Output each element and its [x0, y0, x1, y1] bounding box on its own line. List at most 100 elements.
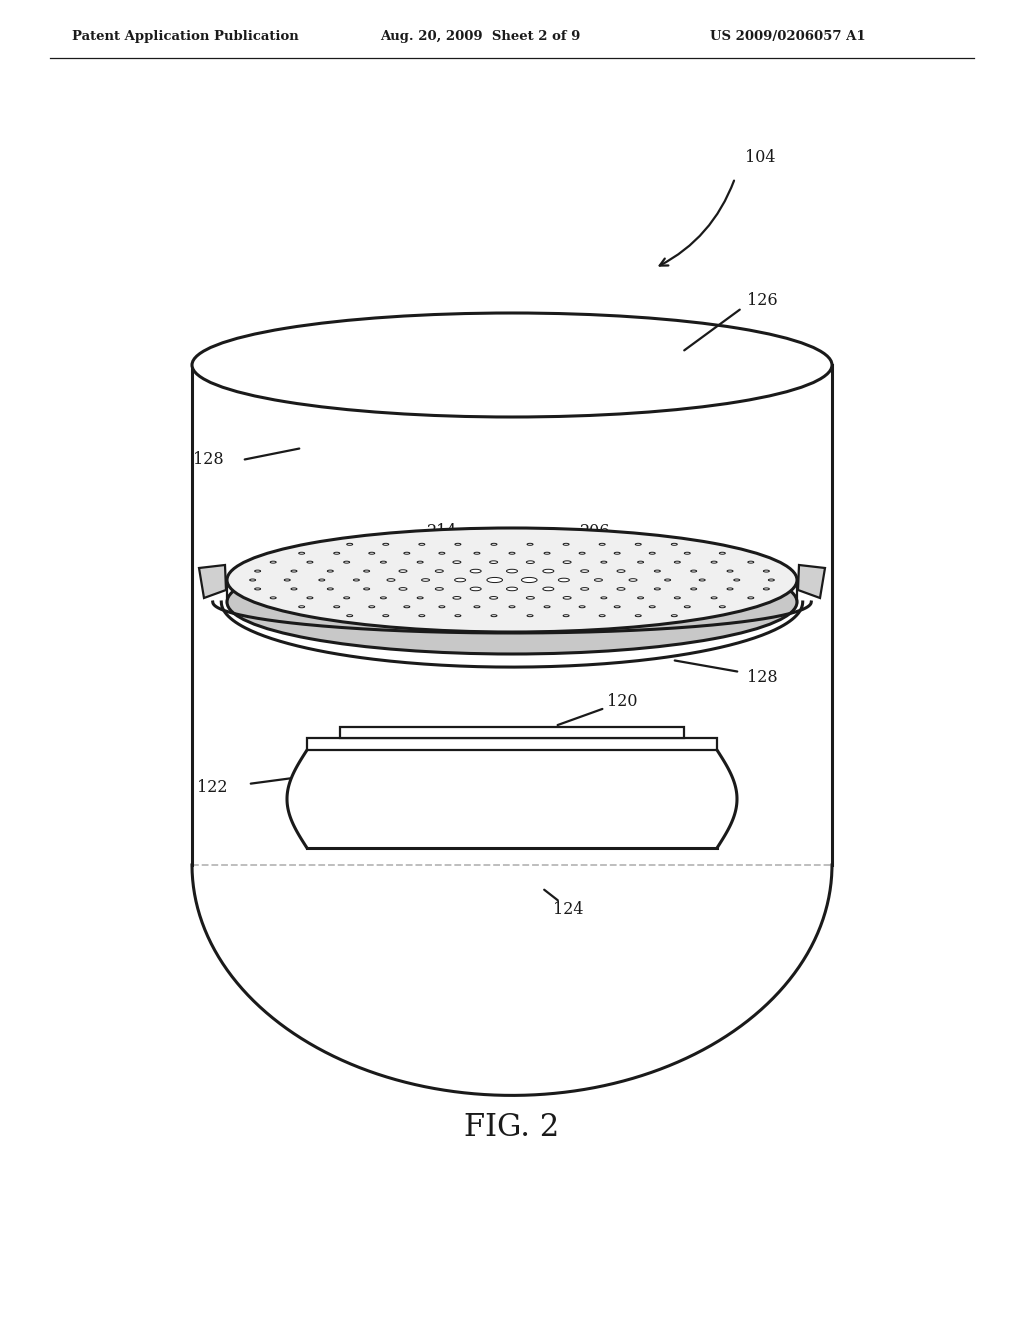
Ellipse shape: [581, 587, 589, 590]
Ellipse shape: [654, 570, 660, 572]
Ellipse shape: [227, 528, 797, 632]
Ellipse shape: [344, 561, 349, 564]
Ellipse shape: [649, 606, 655, 607]
Ellipse shape: [684, 606, 690, 607]
Ellipse shape: [380, 561, 386, 564]
Ellipse shape: [470, 569, 481, 573]
Ellipse shape: [672, 544, 677, 545]
Ellipse shape: [719, 552, 725, 554]
Ellipse shape: [369, 606, 375, 607]
Text: 206: 206: [580, 524, 610, 540]
Text: Aug. 20, 2009  Sheet 2 of 9: Aug. 20, 2009 Sheet 2 of 9: [380, 30, 581, 44]
Ellipse shape: [521, 577, 538, 582]
Ellipse shape: [299, 552, 305, 554]
Ellipse shape: [380, 597, 386, 599]
Ellipse shape: [328, 587, 333, 590]
Ellipse shape: [617, 587, 625, 590]
Ellipse shape: [347, 615, 352, 616]
Ellipse shape: [635, 615, 641, 616]
Ellipse shape: [490, 544, 497, 545]
Ellipse shape: [526, 597, 535, 599]
Ellipse shape: [563, 597, 571, 599]
Ellipse shape: [470, 587, 481, 591]
Ellipse shape: [599, 615, 605, 616]
Ellipse shape: [255, 570, 261, 572]
Ellipse shape: [419, 544, 425, 545]
Ellipse shape: [580, 606, 585, 607]
Ellipse shape: [270, 561, 276, 564]
Ellipse shape: [614, 552, 621, 554]
Ellipse shape: [763, 587, 769, 590]
Polygon shape: [340, 726, 684, 738]
Ellipse shape: [635, 544, 641, 545]
Ellipse shape: [364, 587, 370, 590]
Ellipse shape: [347, 544, 352, 545]
Text: 128: 128: [746, 669, 777, 686]
Ellipse shape: [654, 587, 660, 590]
Ellipse shape: [638, 561, 644, 564]
Ellipse shape: [455, 578, 466, 582]
Text: Patent Application Publication: Patent Application Publication: [72, 30, 299, 44]
Ellipse shape: [417, 561, 423, 564]
Ellipse shape: [318, 579, 325, 581]
Ellipse shape: [250, 579, 256, 581]
Ellipse shape: [544, 606, 550, 607]
Polygon shape: [798, 565, 825, 598]
Ellipse shape: [403, 552, 410, 554]
Ellipse shape: [490, 615, 497, 616]
Ellipse shape: [727, 587, 733, 590]
Ellipse shape: [629, 578, 637, 581]
Ellipse shape: [353, 579, 359, 581]
Text: 104: 104: [744, 149, 775, 166]
Ellipse shape: [601, 561, 607, 564]
Ellipse shape: [486, 577, 503, 582]
Ellipse shape: [684, 552, 690, 554]
Ellipse shape: [711, 597, 717, 599]
Ellipse shape: [344, 597, 349, 599]
Ellipse shape: [455, 615, 461, 616]
Ellipse shape: [364, 570, 370, 572]
Ellipse shape: [711, 561, 717, 564]
Ellipse shape: [563, 615, 569, 616]
Ellipse shape: [419, 615, 425, 616]
Ellipse shape: [334, 606, 340, 607]
Ellipse shape: [193, 313, 831, 417]
Ellipse shape: [563, 561, 571, 564]
Ellipse shape: [435, 570, 443, 573]
Ellipse shape: [299, 606, 305, 607]
Ellipse shape: [439, 606, 444, 607]
Ellipse shape: [474, 606, 480, 607]
Ellipse shape: [307, 561, 313, 564]
Text: US 2009/0206057 A1: US 2009/0206057 A1: [710, 30, 865, 44]
Ellipse shape: [719, 606, 725, 607]
Ellipse shape: [768, 579, 774, 581]
Ellipse shape: [544, 552, 550, 554]
Ellipse shape: [763, 570, 769, 572]
Ellipse shape: [691, 570, 696, 572]
Ellipse shape: [649, 552, 655, 554]
Ellipse shape: [383, 615, 389, 616]
Ellipse shape: [369, 552, 375, 554]
Ellipse shape: [599, 544, 605, 545]
Ellipse shape: [403, 606, 410, 607]
Ellipse shape: [291, 587, 297, 590]
Ellipse shape: [453, 561, 461, 564]
Ellipse shape: [399, 570, 407, 573]
Polygon shape: [307, 738, 717, 750]
Ellipse shape: [307, 597, 313, 599]
Ellipse shape: [748, 597, 754, 599]
Ellipse shape: [675, 597, 680, 599]
Ellipse shape: [526, 561, 535, 564]
Ellipse shape: [507, 587, 517, 591]
Ellipse shape: [527, 544, 534, 545]
Text: 126: 126: [746, 292, 777, 309]
Ellipse shape: [672, 615, 677, 616]
Ellipse shape: [387, 578, 395, 581]
Ellipse shape: [417, 597, 423, 599]
Ellipse shape: [474, 552, 480, 554]
Ellipse shape: [489, 561, 498, 564]
Polygon shape: [199, 565, 226, 598]
Ellipse shape: [334, 552, 340, 554]
Ellipse shape: [509, 606, 515, 607]
Ellipse shape: [291, 570, 297, 572]
